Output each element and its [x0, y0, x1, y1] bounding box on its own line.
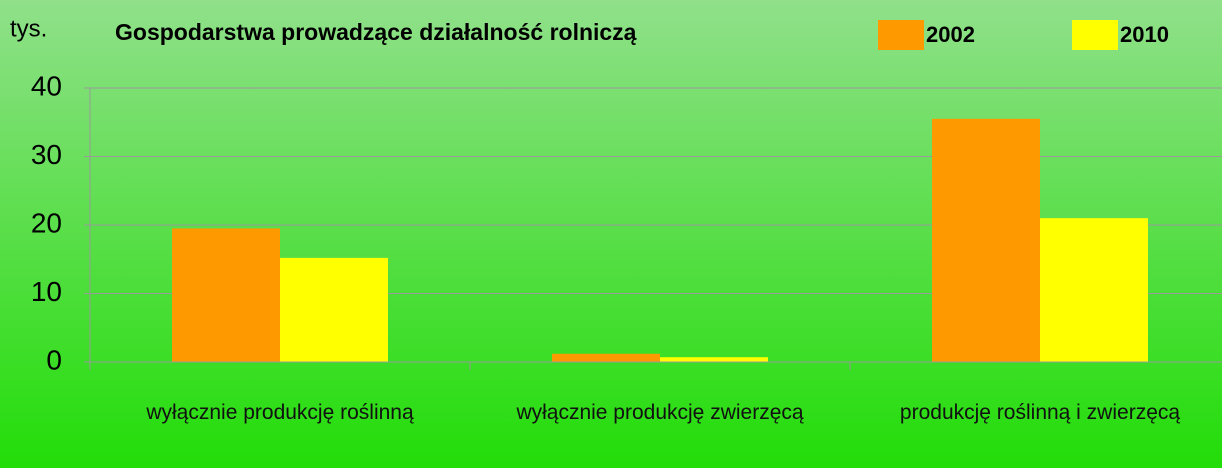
legend-label: 2010: [1120, 22, 1169, 47]
y-tick-label: 10: [31, 276, 62, 307]
bar: [1040, 218, 1148, 362]
y-tick-label: 0: [46, 344, 62, 375]
bar: [932, 118, 1040, 362]
y-tick-label: 20: [31, 207, 62, 238]
bar: [280, 257, 388, 362]
bar: [172, 228, 280, 362]
x-tick-label: produkcję roślinną i zwierzęcą: [899, 401, 1181, 424]
y-axis-label: tys.: [10, 15, 47, 42]
bar: [660, 357, 768, 362]
chart-title: Gospodarstwa prowadzące działalność roln…: [115, 19, 637, 45]
bar: [552, 353, 660, 362]
y-tick-label: 30: [31, 139, 62, 170]
x-tick-label: wyłącznie produkcję zwierzęcą: [516, 401, 804, 424]
legend-swatch: [878, 20, 924, 50]
legend-label: 2002: [926, 22, 975, 47]
y-tick-label: 40: [31, 70, 62, 101]
x-tick-label: wyłącznie produkcję roślinną: [146, 401, 414, 424]
legend-swatch: [1072, 20, 1118, 50]
